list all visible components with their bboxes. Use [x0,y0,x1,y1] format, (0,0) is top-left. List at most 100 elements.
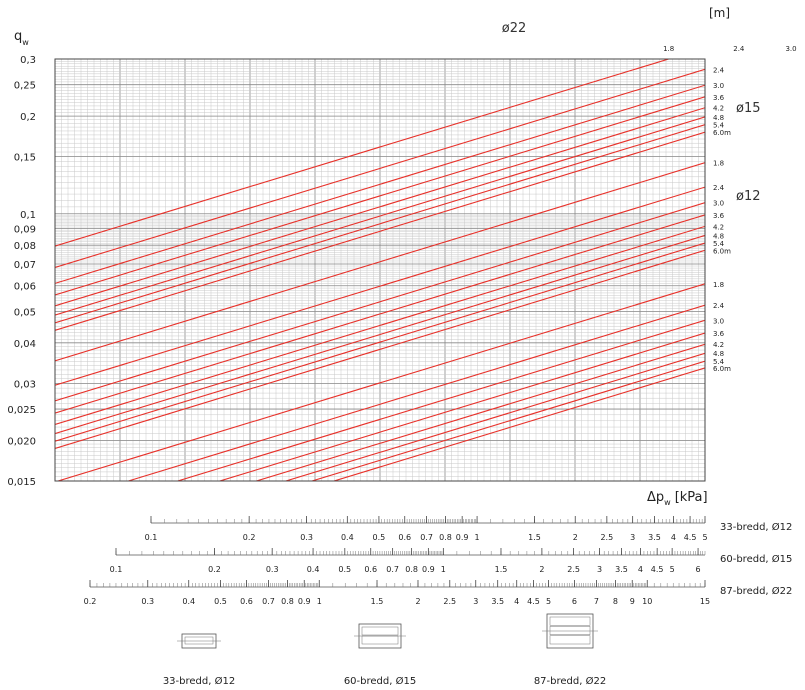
scale-tick-label: 0.6 [240,597,253,606]
right-length-label: 6.0m [713,129,731,137]
scale-tick-label: 0.2 [243,533,256,542]
scale-tick-label: 1 [317,597,322,606]
scale-tick-label: 3.5 [648,533,661,542]
series-line-1-3 [55,214,705,414]
scale-label: 87-bredd, Ø22 [720,585,792,597]
right-length-label: 2.4 [713,302,725,310]
scale-tick-label: 0.6 [364,565,377,574]
right-length-label: 3.0 [713,82,724,90]
y-tick-label: 0,06 [14,282,36,293]
scale-tick-label: 1.5 [495,565,508,574]
series-line-2-0 [56,283,705,481]
scale-tick-label: 0.8 [405,565,418,574]
y-axis-label: qw [14,29,29,47]
scale-tick-label: 0.9 [298,597,311,606]
scale-tick-label: 2 [415,597,420,606]
y-tick-label: 0,25 [14,81,36,92]
right-length-label: 3.0 [713,200,724,208]
profile-2: 87-bredd, Ø22 [534,613,606,687]
scale-tick-label: 0.5 [214,597,227,606]
series-line-1-2 [55,202,705,402]
right-length-label: 2.4 [713,184,725,192]
scale-tick-label: 5 [546,597,551,606]
scale-tick-label: 2.5 [567,565,580,574]
conversion-scales: 0.1 0.2 0.3 0.4 0.5 0.6 0.7 0.8 0.9 1 1.5 2 2.5 3 3.5 4… [84,516,792,606]
scale-tick-label: 9 [630,597,635,606]
profile-tube [549,626,591,635]
x-axis-label: Δpw [kPa] [647,490,708,507]
scale-2: 0.2 0.3 0.4 0.5 0.6 0.7 0.8 0.9 1 1.5 2 2.5 3 3.5 4 4.5… [84,580,792,606]
scale-tick-label: 3 [473,597,478,606]
profile-label: 87-bredd, Ø22 [534,675,606,687]
right-length-label: 5.4 [713,122,725,130]
series-line-0-0 [55,59,671,247]
y-tick-label: 0,08 [14,241,36,252]
group-label-o22: ø22 [502,21,527,36]
right-length-label: 3.6 [713,330,725,338]
top-length-label: 2.4 [733,45,745,53]
right-length-label: 4.2 [713,223,724,231]
series-line-0-7 [55,131,705,331]
scale-tick-label: 3 [597,565,602,574]
y-tick-label: 0,025 [7,405,36,416]
right-length-label: 1.8 [713,281,724,289]
series-line-2-7 [332,367,705,481]
series-line-0-4 [55,107,705,307]
scale-tick-label: 4.5 [684,533,697,542]
scale-tick-label: 1.5 [528,533,541,542]
y-tick-label: 0,015 [7,477,36,488]
scale-tick-label: 4.5 [527,597,540,606]
length-labels: 2.43.03.64.24.85.46.0m1.82.43.03.64.24.8… [713,66,731,373]
right-length-label: 2.4 [713,66,725,74]
group-label-o12: ø12 [736,189,761,204]
scale-tick-label: 4 [514,597,519,606]
series-line-2-6 [310,360,705,481]
profile-sketches: 33-bredd, Ø12 60-bredd, Ø15 87-bredd, Ø22 [163,613,606,687]
right-length-label: 3.6 [713,212,725,220]
series-line-0-3 [55,96,705,296]
scale-tick-label: 0.7 [262,597,275,606]
length-unit-label: [m] [709,6,730,20]
series-line-1-1 [55,186,705,386]
series-line-1-6 [55,242,705,442]
series-line-2-1 [126,304,705,481]
scale-tick-label: 0.5 [338,565,351,574]
scale-tick-label: 0.5 [373,533,386,542]
profile-0: 33-bredd, Ø12 [163,633,235,687]
right-length-label: 4.8 [713,350,724,358]
scale-tick-label: 0.1 [145,533,158,542]
series-line-0-1 [55,68,705,268]
scale-1: 0.1 0.2 0.3 0.4 0.5 0.6 0.7 0.8 0.9 1 1.5 2 2.5 3 3.5 4… [110,548,792,574]
profile-label: 33-bredd, Ø12 [163,675,235,687]
y-tick-label: 0,09 [14,225,36,236]
y-tick-label: 0,03 [14,379,36,390]
top-length-label: 1.8 [663,45,674,53]
scale-tick-label: 2.5 [600,533,613,542]
scale-label: 33-bredd, Ø12 [720,521,792,533]
y-tick-label: 0,2 [20,112,36,123]
profile-tube [184,636,214,645]
scale-tick-label: 0.6 [398,533,411,542]
scale-tick-label: 3.5 [491,597,504,606]
scale-tick-label: 1 [475,533,480,542]
scale-tick-label: 15 [700,597,710,606]
series-line-2-2 [175,319,705,481]
scale-0: 0.1 0.2 0.3 0.4 0.5 0.6 0.7 0.8 0.9 1 1.5 2 2.5 3 3.5 4… [145,516,792,542]
right-length-label: 3.0 [713,317,724,325]
profile-tube [361,626,399,636]
scale-tick-label: 0.9 [422,565,435,574]
y-tick-label: 0,020 [7,436,36,447]
scale-tick-label: 10 [642,597,652,606]
right-length-label: 3.6 [713,94,725,102]
scale-tick-label: 5 [670,565,675,574]
right-length-label: 4.8 [713,232,724,240]
right-length-label: 6.0m [713,365,731,373]
scale-tick-label: 0.8 [281,597,294,606]
scale-label: 60-bredd, Ø15 [720,553,792,565]
scale-tick-label: 3 [630,533,635,542]
scale-tick-label: 0.4 [182,597,195,606]
scale-tick-label: 4 [638,565,643,574]
plot-frame [54,58,706,482]
top-length-label: 3.0 [785,45,796,53]
